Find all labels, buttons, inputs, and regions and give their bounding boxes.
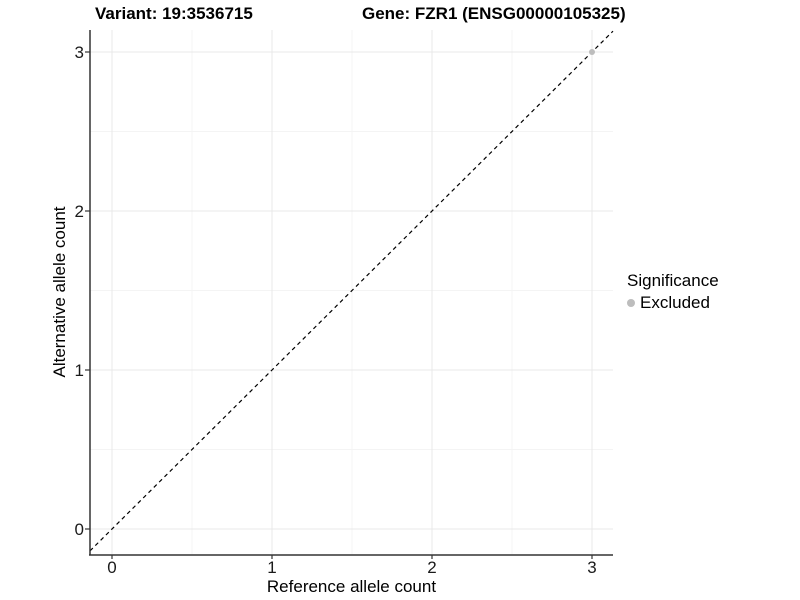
- y-tick-label: 2: [75, 202, 84, 221]
- legend: Significance Excluded: [627, 270, 719, 313]
- x-tick-label: 3: [587, 558, 596, 577]
- y-tick-label: 1: [75, 361, 84, 380]
- x-tick-label: 0: [107, 558, 116, 577]
- legend-entry-label: Excluded: [640, 293, 710, 312]
- legend-entry-excluded: Excluded: [627, 293, 719, 313]
- x-axis-title: Reference allele count: [266, 577, 437, 596]
- data-point-excluded: [589, 49, 595, 55]
- y-tick-label: 3: [75, 43, 84, 62]
- y-axis-title: Alternative allele count: [50, 206, 69, 378]
- gene-title: Gene: FZR1 (ENSG00000105325): [362, 4, 626, 23]
- variant-title: Variant: 19:3536715: [95, 4, 253, 23]
- x-tick-label: 1: [267, 558, 276, 577]
- excluded-point-swatch: [627, 299, 635, 307]
- identity-line: [89, 30, 614, 552]
- y-tick-label: 0: [75, 520, 84, 539]
- legend-title: Significance: [627, 271, 719, 290]
- x-tick-label: 2: [427, 558, 436, 577]
